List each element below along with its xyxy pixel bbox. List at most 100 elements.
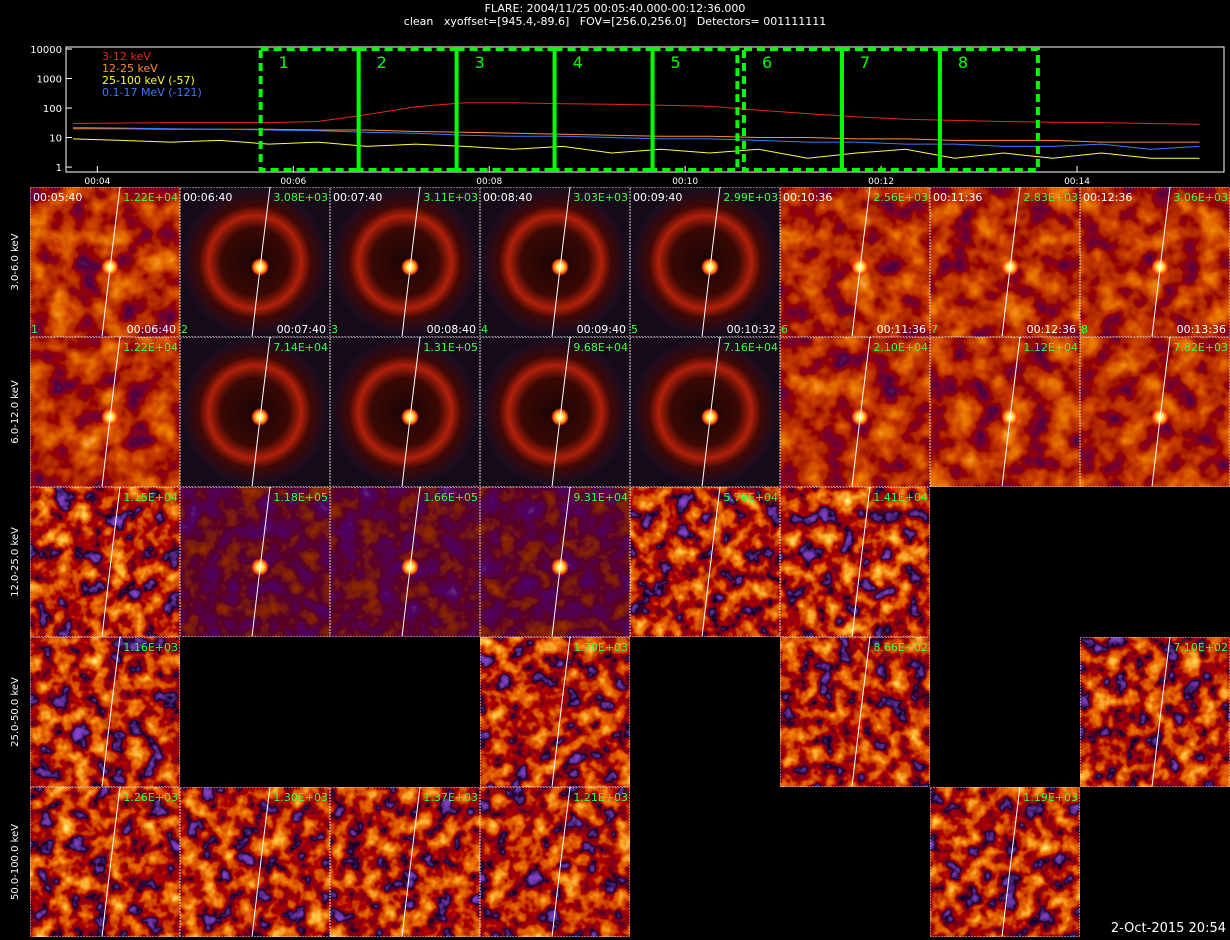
panel-index: 8	[1081, 323, 1088, 336]
solar-limb	[551, 486, 571, 638]
solar-limb	[1001, 186, 1021, 338]
image-panel: 3.03E+03 00:08:40 4 00:09:40	[480, 186, 630, 338]
solar-limb	[551, 186, 571, 338]
panel-max: 2.10E+04	[873, 341, 928, 354]
panel-border	[780, 637, 930, 787]
panel-border	[780, 187, 930, 337]
panel-max: 9.68E+04	[573, 341, 628, 354]
x-tick-label: 00:06	[280, 177, 306, 187]
panel-end: 00:13:36	[1177, 323, 1226, 336]
image-panel: 1.18E+05	[180, 486, 330, 638]
panel-border	[180, 187, 330, 337]
y-tick-label: 1	[56, 163, 62, 174]
solar-limb	[851, 636, 871, 788]
legend-entry: 3-12 keV	[102, 50, 151, 63]
panel-max: 3.03E+03	[573, 191, 628, 204]
panel-start: 00:11:36	[933, 191, 982, 204]
image-panel: 7.10E+02	[1080, 636, 1230, 788]
image-panel: 5.76E+04	[630, 486, 780, 638]
solar-limb	[851, 186, 871, 338]
panel-border	[330, 487, 480, 637]
panel-border	[480, 337, 630, 487]
panel-border	[1080, 187, 1230, 337]
solar-limb	[401, 186, 421, 338]
row-label: 12.0-25.0 keV	[10, 527, 21, 597]
solar-limb	[551, 336, 571, 488]
interval-box	[839, 47, 942, 172]
image-panel: 1.26E+03	[30, 786, 180, 938]
solar-limb	[401, 336, 421, 488]
solar-limb	[851, 486, 871, 638]
x-tick-label: 00:08	[476, 177, 502, 187]
interval-label: 3	[475, 53, 485, 72]
y-tick-label: 1000	[37, 75, 62, 86]
solar-limb	[101, 186, 121, 338]
panel-border	[180, 787, 330, 937]
solar-limb	[551, 636, 571, 788]
image-panel: 1.22E+04 00:05:40 1 00:06:40	[30, 186, 180, 338]
solar-limb	[1151, 336, 1171, 488]
image-panel: 1.70E+03	[480, 636, 630, 788]
solar-limb	[1151, 636, 1171, 788]
row-label: 6.0-12.0 keV	[10, 380, 21, 444]
solar-limb	[101, 636, 121, 788]
legend-entry: 25-100 keV (-57)	[102, 74, 195, 87]
solar-limb	[401, 486, 421, 638]
panel-max: 1.22E+04	[123, 341, 178, 354]
panel-max: 1.37E+03	[423, 791, 478, 804]
image-panel: 8.66E+02	[780, 636, 930, 788]
panel-max: 3.06E+03	[1173, 191, 1228, 204]
panel-index: 4	[481, 323, 488, 336]
panel-border	[180, 487, 330, 637]
interval-label: 1	[279, 53, 289, 72]
panel-max: 1.26E+03	[123, 791, 178, 804]
interval-box	[937, 47, 1040, 172]
x-tick-label: 00:12	[868, 177, 894, 187]
panel-border	[30, 487, 180, 637]
image-panel: 1.30E+03	[180, 786, 330, 938]
image-panel: 2.10E+04	[780, 336, 930, 488]
solar-limb	[251, 786, 271, 938]
panel-end: 00:11:36	[877, 323, 926, 336]
series-line	[72, 126, 1200, 150]
row-label: 50.0-100.0 keV	[10, 824, 21, 900]
panel-index: 6	[781, 323, 788, 336]
panel-border	[480, 637, 630, 787]
image-panel: 1.22E+04	[30, 336, 180, 488]
panel-max: 2.83E+03	[1023, 191, 1078, 204]
image-panel: 2.56E+03 00:10:36 6 00:11:36	[780, 186, 930, 338]
series-line	[72, 138, 1200, 159]
panel-end: 00:10:32	[727, 323, 776, 336]
panel-border	[330, 787, 480, 937]
legend-entry: 12-25 keV	[102, 62, 158, 75]
panel-border	[480, 487, 630, 637]
panel-index: 2	[181, 323, 188, 336]
interval-label: 5	[671, 53, 681, 72]
panel-border	[30, 187, 180, 337]
panel-index: 7	[931, 323, 938, 336]
image-panel: 1.21E+03	[480, 786, 630, 938]
footer: 2-Oct-2015 20:54	[1111, 921, 1226, 936]
solar-limb	[701, 186, 721, 338]
x-tick-label: 00:14	[1064, 177, 1090, 187]
panel-max: 3.08E+03	[273, 191, 328, 204]
image-panel: 1.41E+04	[780, 486, 930, 638]
panel-start: 00:08:40	[483, 191, 532, 204]
plot-frame	[65, 46, 1225, 173]
panel-end: 00:08:40	[427, 323, 476, 336]
solar-limb	[701, 486, 721, 638]
panel-border	[1080, 637, 1230, 787]
panel-end: 00:06:40	[127, 323, 176, 336]
y-tick-label: 10000	[30, 45, 62, 56]
panel-max: 7.16E+04	[723, 341, 778, 354]
panel-start: 00:06:40	[183, 191, 232, 204]
row-label: 25.0-50.0 keV	[10, 677, 21, 747]
solar-limb	[251, 336, 271, 488]
image-panel: 7.82E+03	[1080, 336, 1230, 488]
panel-border	[30, 787, 180, 937]
solar-limb	[551, 786, 571, 938]
y-tick-label: 10	[49, 134, 62, 145]
panel-border	[780, 487, 930, 637]
